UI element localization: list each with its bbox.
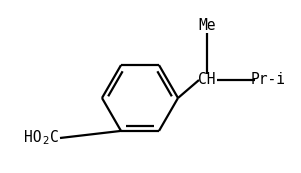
Text: Me: Me (198, 17, 216, 33)
Text: HO: HO (24, 130, 42, 145)
Text: Pr-i: Pr-i (250, 72, 286, 88)
Text: CH: CH (198, 72, 216, 88)
Text: $_2$C: $_2$C (42, 129, 59, 147)
